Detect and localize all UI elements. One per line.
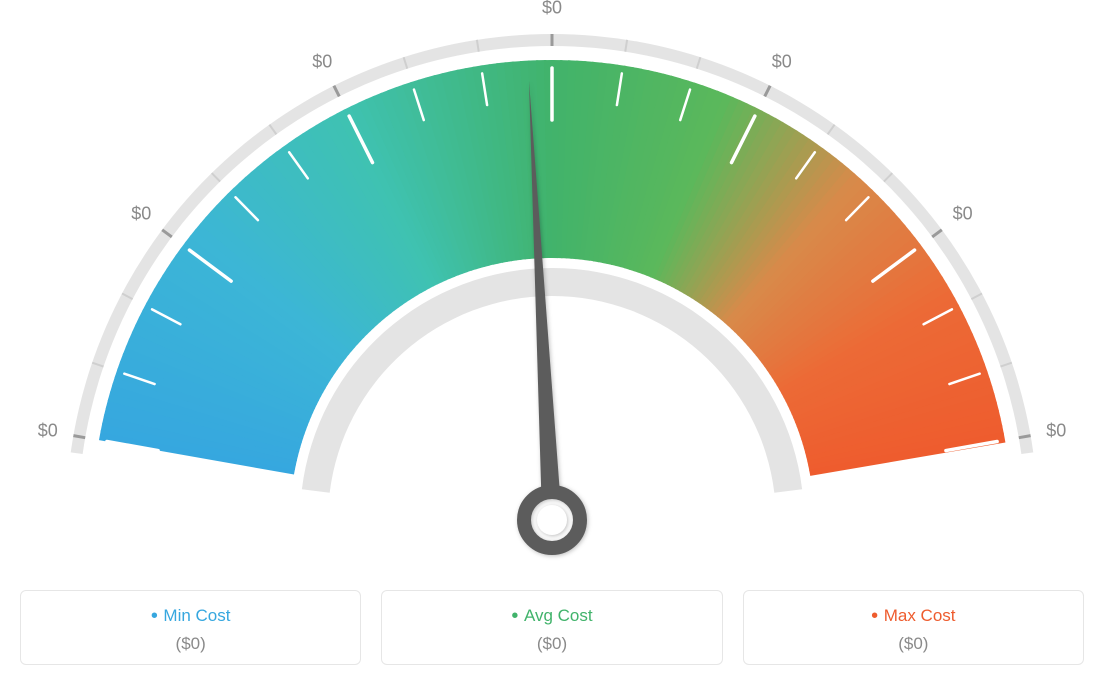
gauge-svg [20,20,1084,580]
legend-card-min: Min Cost ($0) [20,590,361,665]
gauge-scale-label: $0 [131,204,151,225]
legend-max-value: ($0) [754,634,1073,654]
gauge-scale-label: $0 [542,0,562,19]
legend-min-title: Min Cost [31,605,350,628]
cost-gauge: $0$0$0$0$0$0$0 [20,20,1084,580]
gauge-outer-tick [73,436,85,438]
gauge-scale-label: $0 [1046,421,1066,442]
legend-avg-value: ($0) [392,634,711,654]
legend-min-value: ($0) [31,634,350,654]
gauge-scale-label: $0 [38,421,58,442]
needle-hub-hole [537,505,567,535]
gauge-scale-label: $0 [312,52,332,73]
legend-avg-title: Avg Cost [392,605,711,628]
legend-card-max: Max Cost ($0) [743,590,1084,665]
gauge-scale-label: $0 [772,52,792,73]
legend-card-avg: Avg Cost ($0) [381,590,722,665]
gauge-outer-tick [1019,436,1031,438]
gauge-scale-label: $0 [953,204,973,225]
legend-row: Min Cost ($0) Avg Cost ($0) Max Cost ($0… [20,590,1084,665]
legend-max-title: Max Cost [754,605,1073,628]
